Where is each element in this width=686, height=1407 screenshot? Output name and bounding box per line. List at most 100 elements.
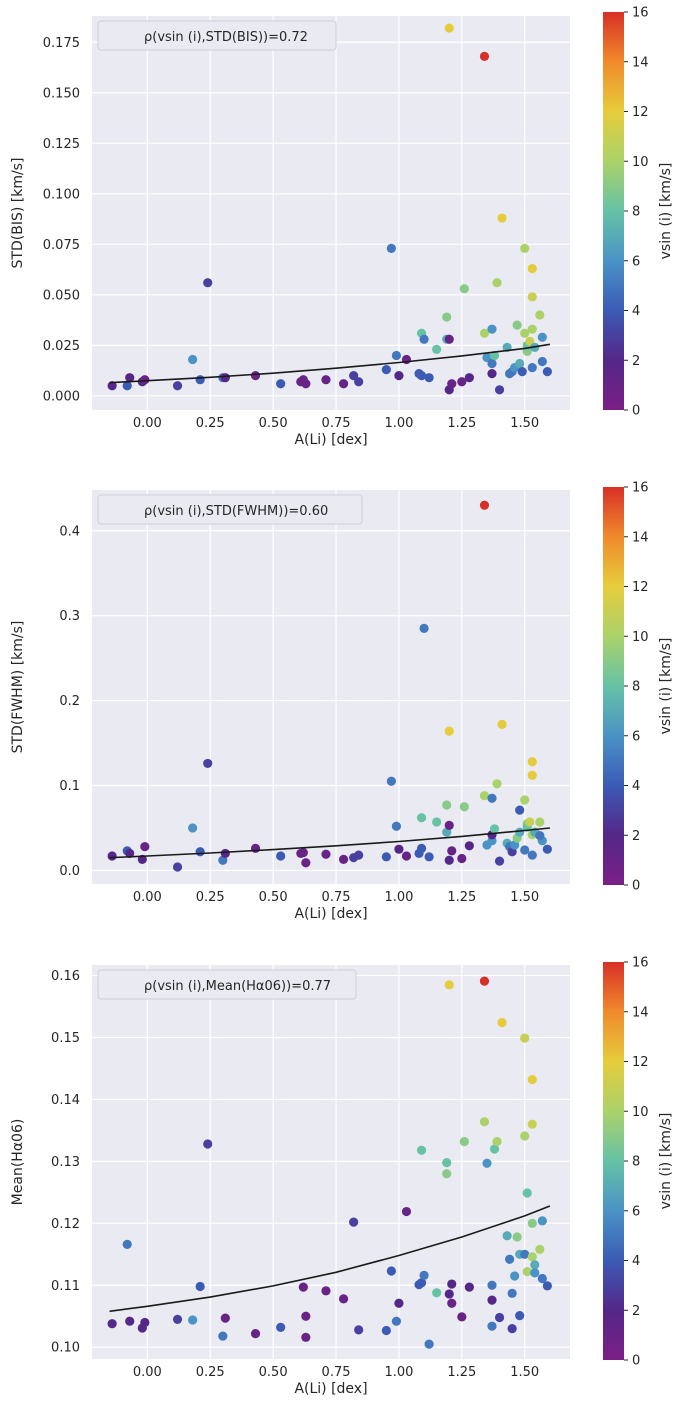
x-tick-label: 0.25 [196,416,225,431]
colorbar-tick-label: 2 [632,829,640,844]
data-point [381,1325,391,1336]
colorbar-tick-label: 8 [632,205,640,220]
data-point [489,1144,500,1154]
data-point [512,1232,522,1242]
legend-box [97,20,337,51]
data-point [338,854,349,864]
data-point [447,379,457,389]
y-tick-label: 0.13 [51,1155,80,1170]
data-point [394,371,404,381]
data-point [338,379,349,389]
x-tick-label: 1.25 [447,890,476,905]
data-point [301,1311,311,1321]
data-point [424,373,434,383]
fit-curve [109,343,551,384]
legend-label: ρ(vsin (i),STD(FWHM))=0.60 [144,504,328,519]
data-point [195,847,205,857]
data-point [535,830,545,841]
data-point [515,805,525,815]
data-point [220,848,230,859]
y-tick-label: 0.4 [59,524,80,539]
data-point [195,1281,205,1292]
x-tick-label: 1.25 [447,1365,476,1380]
data-point [520,1249,530,1259]
data-point [140,1317,150,1328]
data-point [482,352,492,363]
data-point [401,1206,412,1217]
x-axis-label: A(Li) [dex] [294,1381,367,1397]
x-tick-label: 0.00 [133,890,162,905]
data-point [444,726,454,736]
data-point [537,356,547,367]
data-point [301,858,311,868]
data-point [122,1239,132,1249]
colorbar-tick-label: 4 [632,1254,640,1269]
colorbar-gradient [603,12,624,410]
colorbar-tick-label: 4 [632,779,640,794]
data-point [497,213,507,223]
data-point [349,1217,359,1227]
colorbar-tick-label: 0 [632,404,640,419]
y-axis-label: STD(BIS) [km/s] [10,158,26,269]
legend: ρ(vsin (i),STD(FWHM))=0.60 [97,494,363,525]
chart-panel-3: 0.00 0.25 0.50 0.75 1.00 1.25 1.50 0.10 0.11 0.12… [10,956,674,1398]
data-point [444,820,454,831]
data-point [520,845,530,855]
data-point [527,1218,537,1228]
data-point [515,827,525,837]
data-point [520,243,530,253]
data-point [510,1271,520,1281]
data-point [140,375,150,385]
x-tick-label: 1.00 [384,416,413,431]
colorbar-tick-label: 10 [632,1105,649,1120]
x-tick-label: 1.50 [510,416,539,431]
data-point [479,328,490,338]
colorbar-tick-label: 12 [632,580,649,595]
data-point [321,375,331,385]
colorbar-tick-label: 14 [632,55,649,70]
data-point [107,1319,117,1329]
data-point [527,757,537,767]
data-point [188,354,198,365]
data-point [479,791,490,801]
x-tick-label: 1.00 [384,890,413,905]
data-point [276,1322,286,1333]
data-point [444,980,454,990]
colorbar-tick-label: 16 [632,956,649,971]
data-point [220,1313,230,1323]
data-point [424,852,434,862]
colorbar-tick-label: 16 [632,6,649,21]
data-point [447,1279,457,1289]
data-point [416,1145,427,1155]
data-point [520,328,530,338]
data-point [489,824,500,834]
data-point [276,851,286,861]
data-point [401,851,412,861]
colorbar-tick-label: 10 [632,630,649,645]
data-point [172,1314,183,1324]
data-point [464,373,474,383]
data-point [457,377,467,387]
data-point [447,846,457,856]
data-point [416,843,427,853]
y-tick-label: 0.11 [51,1279,80,1294]
data-point [502,1231,512,1241]
chart-panel-2: 0.00 0.25 0.50 0.75 1.00 1.25 1.50 0.0 0.1 0.2 0.3… [10,481,674,923]
data-point [444,334,454,344]
y-tick-label: 0.15 [51,1031,80,1046]
data-point [125,848,135,859]
data-point [432,1288,442,1298]
y-axis-label: Mean(Hα06) [10,1119,26,1206]
colorbar-tick-label: 8 [632,1155,640,1170]
data-point [507,1324,517,1334]
data-point [492,1136,502,1147]
data-point [419,1270,429,1280]
colorbar-tick-label: 6 [632,729,640,744]
x-tick-label: 0.25 [196,890,225,905]
legend: ρ(vsin (i),Mean(Hα06))=0.77 [97,969,357,1000]
colorbar-label: vsin (i) [km/s] [658,1113,674,1210]
data-point [527,263,537,274]
data-point [487,1280,497,1290]
colorbar-tick-label: 4 [632,304,640,319]
